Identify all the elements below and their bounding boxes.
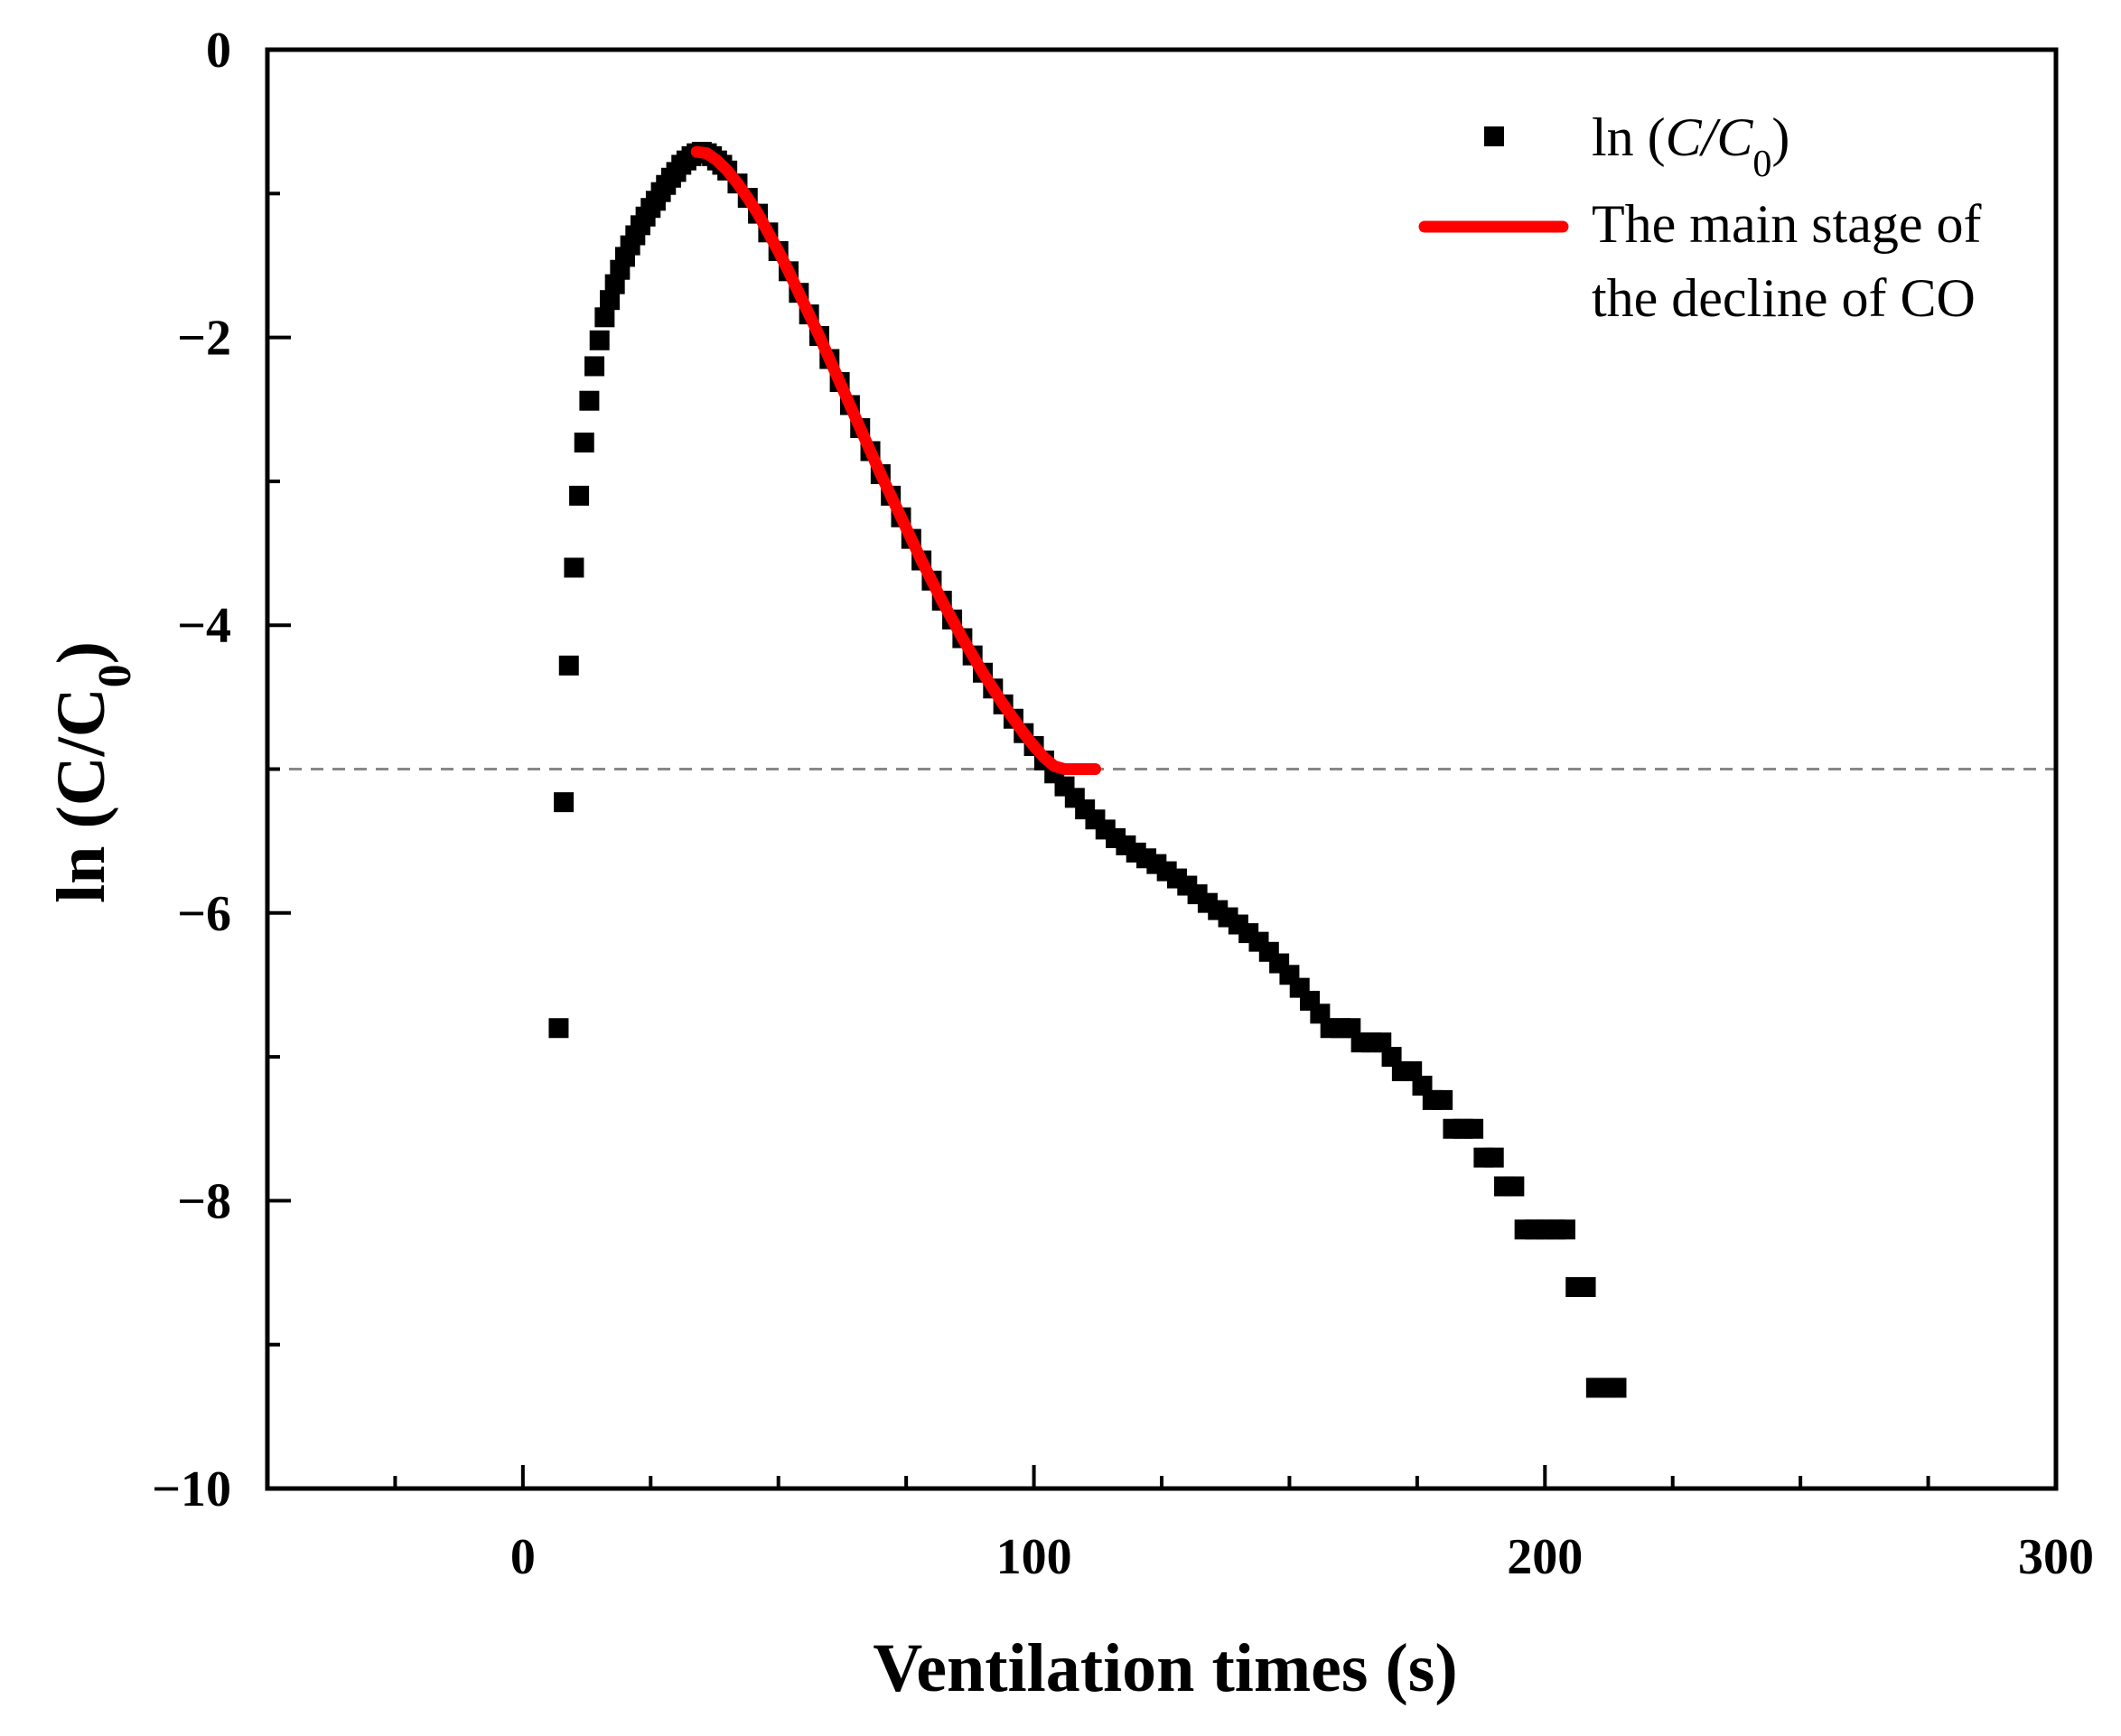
fit-line-series xyxy=(690,145,1101,775)
scatter-point xyxy=(579,390,600,411)
scatter-point xyxy=(574,432,594,453)
legend-line-label-1: The main stage of xyxy=(1592,194,1982,254)
scatter-point xyxy=(569,485,590,506)
legend: ln (C/C0) The main stage of the decline … xyxy=(1418,107,1982,328)
x-tick-label: 100 xyxy=(996,1529,1072,1585)
scatter-point xyxy=(1463,1118,1484,1139)
scatter-point xyxy=(1606,1377,1627,1398)
scatter-series xyxy=(548,142,1627,1398)
x-tick-label: 300 xyxy=(2018,1529,2094,1585)
scatter-point xyxy=(558,655,579,676)
y-tick-label: −8 xyxy=(177,1173,231,1229)
y-tick-label: −6 xyxy=(177,886,231,942)
scatter-point xyxy=(564,557,584,578)
scatter-point xyxy=(554,792,575,813)
legend-scatter-marker xyxy=(1484,126,1504,146)
x-axis-title: Ventilation times (s) xyxy=(873,1630,1457,1706)
scatter-point xyxy=(600,290,621,311)
y-tick-label: −2 xyxy=(177,311,231,367)
fit-line xyxy=(690,145,1101,775)
scatter-point xyxy=(1433,1089,1453,1110)
y-tick-label: −4 xyxy=(177,598,231,654)
y-tick-label: −10 xyxy=(152,1461,231,1517)
scatter-point xyxy=(1555,1219,1575,1240)
y-tick-label: 0 xyxy=(206,23,231,79)
scatter-point xyxy=(584,356,605,377)
x-tick-label: 0 xyxy=(510,1529,536,1585)
y-axis: 0 −2 −4 −6 −8 −10 xyxy=(152,23,291,1517)
x-tick-label: 200 xyxy=(1507,1529,1583,1585)
y-axis-title: ln (C/C0) xyxy=(43,641,141,903)
x-axis: 0 100 200 300 xyxy=(393,1465,2094,1585)
scatter-point xyxy=(1483,1147,1504,1168)
legend-line-label-2: the decline of CO xyxy=(1592,268,1976,328)
scatter-point xyxy=(589,330,610,350)
scatter-point xyxy=(594,307,615,328)
scatter-point xyxy=(1504,1176,1525,1197)
scatter-point xyxy=(548,1018,569,1039)
legend-scatter-label: ln (C/C0) xyxy=(1592,107,1789,185)
scatter-point xyxy=(1575,1276,1596,1297)
